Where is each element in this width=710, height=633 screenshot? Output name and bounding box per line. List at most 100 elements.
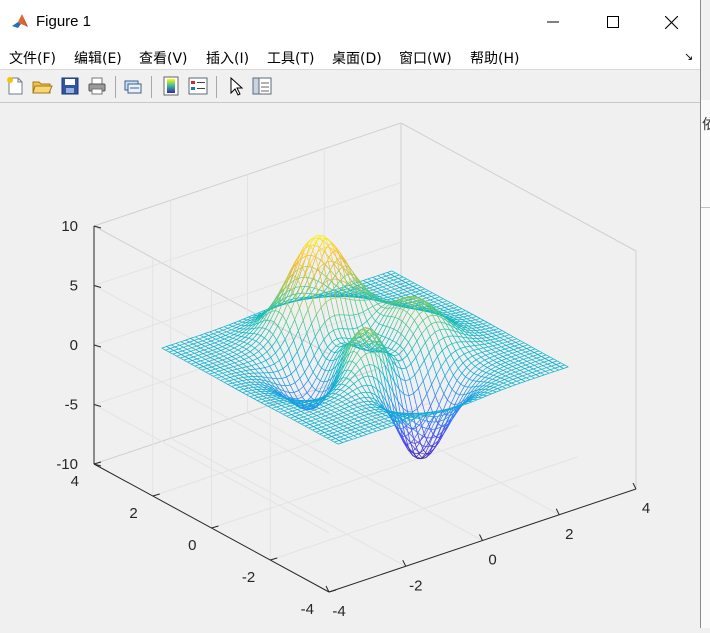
menu-view[interactable]: 查看(V): [139, 48, 188, 68]
mesh-edge: [395, 289, 399, 291]
mesh-edge: [309, 364, 313, 372]
mesh-edge: [341, 419, 346, 421]
mesh-edge: [396, 343, 400, 346]
mesh-edge: [356, 413, 361, 415]
mesh-edge: [230, 348, 235, 350]
menu-edit[interactable]: 编辑(E): [74, 48, 122, 68]
mesh-edge: [414, 314, 419, 320]
mesh-edge: [294, 341, 298, 352]
mesh-edge: [253, 358, 258, 360]
mesh-edge: [326, 359, 330, 361]
menu-expand-icon[interactable]: ↘: [684, 50, 693, 63]
mesh-edge: [542, 368, 547, 370]
mesh-edge: [521, 367, 525, 369]
mesh-edge: [403, 290, 407, 292]
link-plot-icon[interactable]: [122, 75, 144, 97]
mesh-edge: [417, 341, 421, 350]
title-bar[interactable]: Figure 1: [0, 0, 700, 44]
minimize-button[interactable]: [530, 6, 576, 38]
mesh-edge: [236, 325, 241, 327]
mesh-edge: [298, 421, 303, 423]
mesh-edge: [449, 384, 453, 390]
mesh-edge: [293, 410, 298, 412]
mesh-edge: [241, 357, 245, 360]
new-figure-icon[interactable]: [4, 75, 26, 97]
mesh-edge: [334, 442, 338, 444]
legend-icon[interactable]: [187, 75, 209, 97]
property-inspector-icon[interactable]: [251, 75, 273, 97]
mesh-edge: [188, 362, 192, 364]
mesh-edge: [234, 367, 238, 369]
mesh-edge: [446, 303, 451, 305]
mesh-edge: [310, 264, 314, 276]
mesh-edge: [327, 270, 331, 277]
colorbar-icon[interactable]: [160, 75, 182, 97]
mesh-edge: [475, 320, 479, 322]
mesh-edge: [339, 441, 343, 443]
mesh-edge: [321, 418, 325, 420]
menu-file[interactable]: 文件(F): [9, 48, 56, 68]
mesh-edge: [336, 346, 340, 347]
mesh-edge: [407, 312, 411, 316]
mesh-edge: [355, 400, 359, 403]
mesh-edge: [407, 290, 412, 292]
mesh-edge: [501, 345, 506, 346]
mesh-edge: [514, 374, 519, 376]
maximize-button[interactable]: [590, 6, 636, 38]
mesh-edge: [383, 422, 387, 424]
mesh-edge: [322, 425, 327, 427]
menu-tools[interactable]: 工具(T): [267, 48, 314, 68]
menu-insert[interactable]: 插入(I): [206, 48, 249, 68]
menu-window[interactable]: 窗口(W): [399, 48, 452, 68]
save-icon[interactable]: [59, 75, 81, 97]
mesh-edge: [420, 289, 425, 291]
mesh-edge: [176, 343, 180, 345]
surface-mesh[interactable]: [162, 235, 569, 458]
mesh-edge: [371, 283, 376, 285]
mesh-edge: [450, 368, 454, 375]
mesh-edge: [305, 412, 310, 414]
mesh-edge: [369, 426, 374, 428]
mesh-edge: [354, 436, 358, 438]
close-button[interactable]: [648, 6, 694, 38]
mesh-edge: [336, 343, 341, 346]
mesh-edge: [480, 329, 485, 330]
mesh-edge: [230, 350, 234, 352]
mesh-edge: [239, 361, 243, 364]
mesh-edge: [490, 356, 495, 358]
mesh-edge: [498, 358, 502, 360]
mesh-edge: [397, 282, 401, 284]
pointer-edit-icon[interactable]: [225, 75, 247, 97]
mesh-edge: [420, 361, 425, 369]
mesh-edge: [512, 370, 516, 372]
print-icon[interactable]: [86, 75, 108, 97]
mesh-edge: [228, 338, 233, 340]
mesh-edge: [493, 358, 498, 360]
mesh-edge: [505, 361, 510, 363]
mesh-edge: [521, 380, 525, 382]
menu-help[interactable]: 帮助(H): [470, 48, 519, 68]
mesh-edge: [311, 337, 316, 346]
mesh-edge: [203, 339, 208, 341]
mesh-edge: [176, 356, 180, 358]
mesh-edge: [331, 408, 336, 410]
menu-desktop[interactable]: 桌面(D): [332, 48, 382, 68]
mesh-edge: [477, 328, 481, 330]
mesh-edge: [519, 359, 524, 361]
open-file-icon[interactable]: [31, 75, 53, 97]
mesh-edge: [350, 434, 354, 436]
mesh-edge: [431, 324, 435, 332]
mesh-edge: [490, 387, 494, 388]
mesh-edge: [425, 421, 430, 422]
mesh-edge: [315, 250, 320, 255]
mesh-edge: [534, 353, 538, 355]
mesh-edge: [468, 359, 472, 363]
mesh-edge: [510, 359, 515, 361]
mesh-edge: [374, 285, 379, 287]
mesh-edge: [536, 362, 540, 364]
mesh-edge: [459, 357, 463, 363]
mesh-edge: [504, 338, 509, 339]
mesh-edge: [240, 386, 245, 387]
mesh-edge: [167, 347, 171, 349]
